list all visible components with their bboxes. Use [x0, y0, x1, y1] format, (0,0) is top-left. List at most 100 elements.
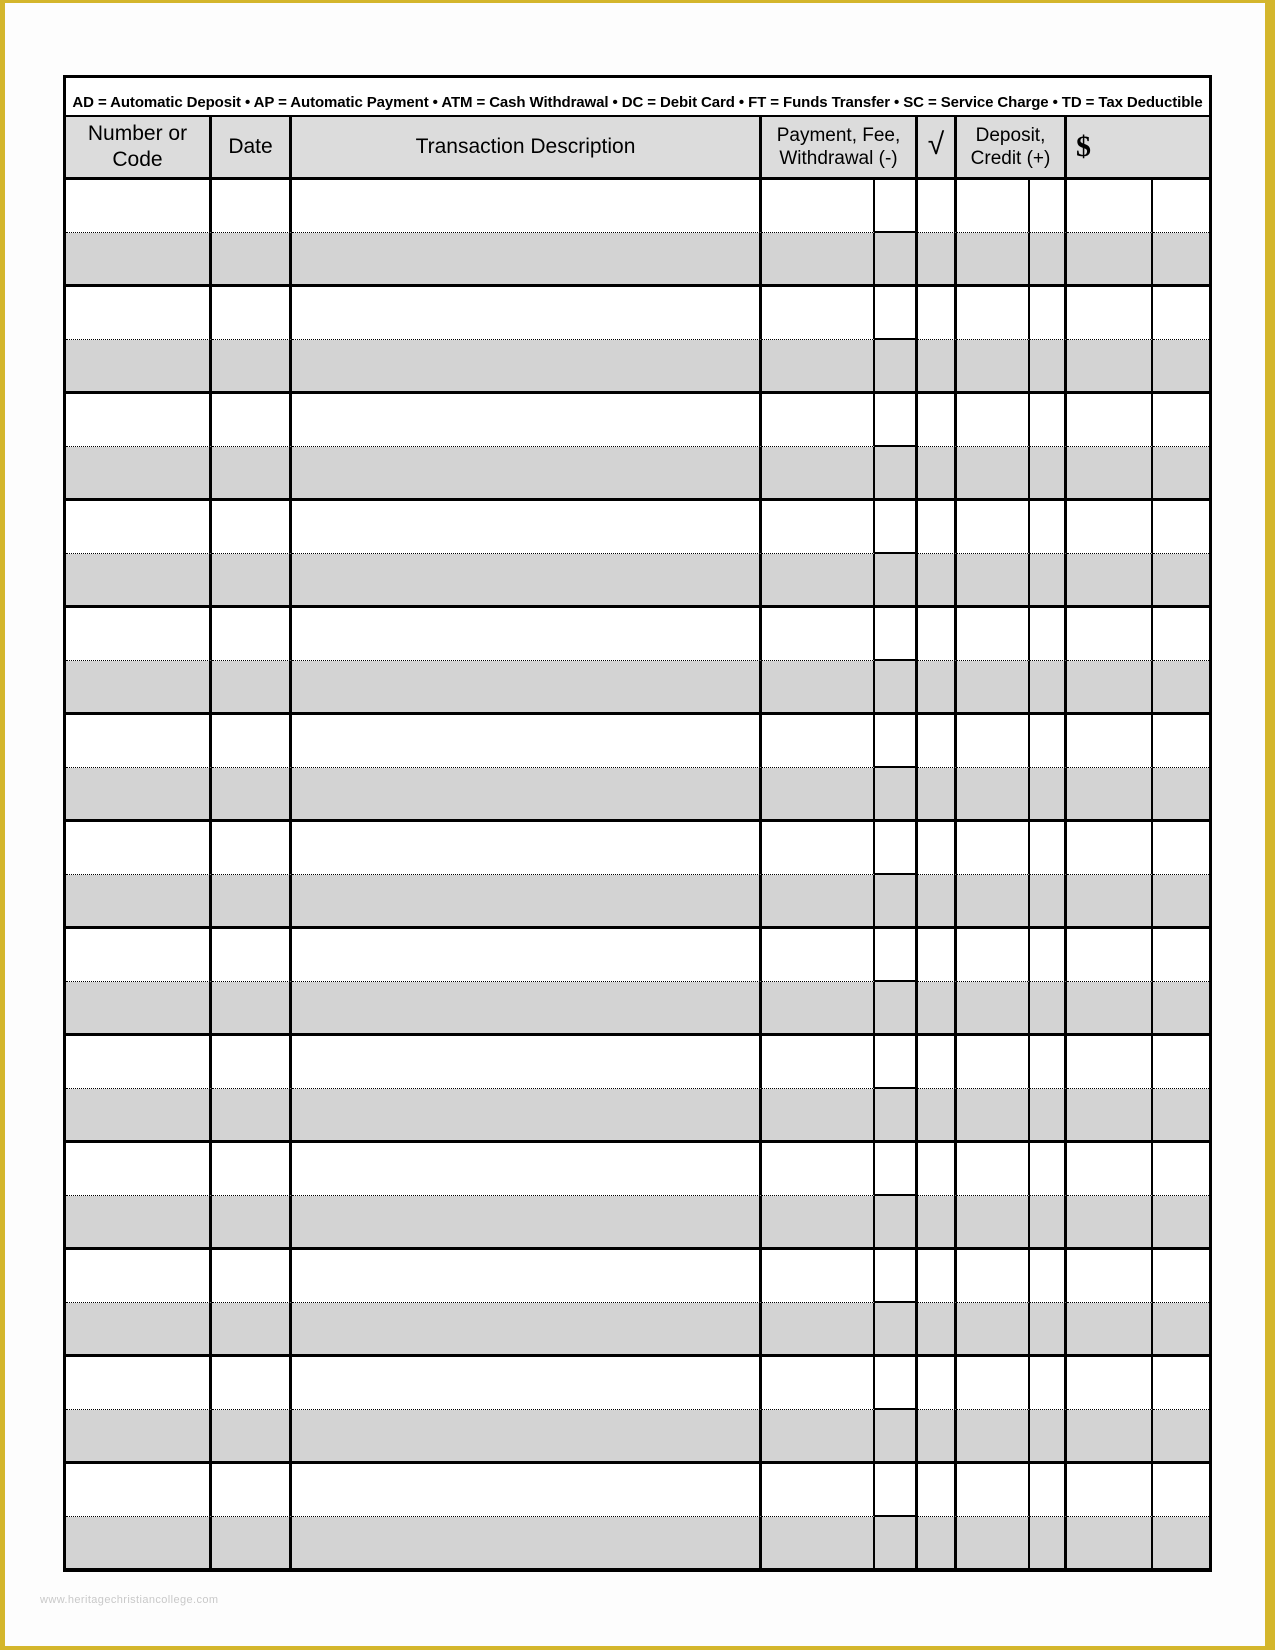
register-entry: [66, 929, 1209, 1036]
cell-payment-amount: [762, 447, 875, 498]
cell-check-mark: [918, 180, 957, 233]
cell-deposit-amount: [957, 447, 1030, 498]
entry-row-bottom: [66, 554, 1209, 605]
header-number-or-code: Number or Code: [66, 117, 212, 177]
cell-balance-amount: [1067, 1517, 1153, 1568]
cell-payment-amount: [762, 287, 875, 340]
cell-payment-cents: [875, 822, 918, 875]
register-table: AD = Automatic Deposit • AP = Automatic …: [63, 75, 1212, 1572]
cell-date: [212, 501, 292, 554]
cell-check-mark: [918, 1517, 957, 1568]
entry-row-bottom: [66, 661, 1209, 712]
cell-deposit-cents: [1030, 1089, 1067, 1140]
cell-transaction-description: [292, 501, 762, 554]
cell-deposit-cents: [1030, 1143, 1067, 1196]
cell-date: [212, 875, 292, 926]
cell-balance-amount: [1067, 501, 1153, 554]
cell-date: [212, 661, 292, 712]
cell-deposit-amount: [957, 1357, 1030, 1410]
entry-row-top: [66, 501, 1209, 554]
cell-payment-amount: [762, 1089, 875, 1140]
register-entry: [66, 287, 1209, 394]
cell-payment-cents: [875, 1250, 918, 1303]
cell-number-or-code: [66, 661, 212, 712]
cell-deposit-amount: [957, 287, 1030, 340]
cell-balance-cents: [1153, 1357, 1209, 1410]
watermark: www.heritagechristiancollege.com: [40, 1594, 219, 1606]
cell-payment-cents: [875, 180, 918, 233]
cell-transaction-description: [292, 233, 762, 284]
cell-payment-amount: [762, 554, 875, 605]
cell-payment-cents: [875, 287, 918, 340]
cell-balance-amount: [1067, 822, 1153, 875]
cell-payment-amount: [762, 1517, 875, 1568]
cell-balance-cents: [1153, 340, 1209, 391]
entry-row-bottom: [66, 1410, 1209, 1461]
cell-number-or-code: [66, 1036, 212, 1089]
cell-date: [212, 1303, 292, 1354]
entry-row-top: [66, 287, 1209, 340]
cell-balance-cents: [1153, 715, 1209, 768]
cell-balance-cents: [1153, 394, 1209, 447]
cell-deposit-cents: [1030, 447, 1067, 498]
cell-payment-amount: [762, 1464, 875, 1517]
cell-deposit-amount: [957, 1464, 1030, 1517]
cell-payment-amount: [762, 875, 875, 926]
cell-date: [212, 715, 292, 768]
cell-transaction-description: [292, 1143, 762, 1196]
cell-payment-amount: [762, 340, 875, 391]
cell-payment-amount: [762, 1250, 875, 1303]
cell-balance-amount: [1067, 715, 1153, 768]
cell-deposit-cents: [1030, 394, 1067, 447]
cell-balance-cents: [1153, 608, 1209, 661]
cell-transaction-description: [292, 1410, 762, 1461]
cell-balance-amount: [1067, 1143, 1153, 1196]
cell-deposit-cents: [1030, 1410, 1067, 1461]
cell-number-or-code: [66, 447, 212, 498]
cell-deposit-cents: [1030, 768, 1067, 819]
cell-payment-cents: [875, 233, 918, 284]
cell-balance-amount: [1067, 608, 1153, 661]
cell-check-mark: [918, 233, 957, 284]
cell-date: [212, 1089, 292, 1140]
cell-balance-cents: [1153, 982, 1209, 1033]
cell-balance-amount: [1067, 554, 1153, 605]
cell-date: [212, 1196, 292, 1247]
header-check-mark-icon: √: [918, 117, 957, 177]
cell-transaction-description: [292, 1303, 762, 1354]
cell-payment-cents: [875, 661, 918, 712]
header-date: Date: [212, 117, 292, 177]
entry-row-top: [66, 394, 1209, 447]
header-payment-fee-withdrawal: Payment, Fee, Withdrawal (-): [762, 117, 918, 177]
cell-deposit-cents: [1030, 608, 1067, 661]
entry-row-top: [66, 1250, 1209, 1303]
register-entry: [66, 394, 1209, 501]
cell-date: [212, 180, 292, 233]
entry-row-bottom: [66, 875, 1209, 926]
cell-check-mark: [918, 340, 957, 391]
cell-balance-cents: [1153, 929, 1209, 982]
cell-transaction-description: [292, 1036, 762, 1089]
cell-balance-amount: [1067, 1089, 1153, 1140]
cell-date: [212, 1143, 292, 1196]
cell-date: [212, 929, 292, 982]
cell-payment-cents: [875, 1143, 918, 1196]
cell-deposit-amount: [957, 501, 1030, 554]
cell-deposit-cents: [1030, 1303, 1067, 1354]
cell-transaction-description: [292, 1196, 762, 1247]
cell-deposit-amount: [957, 180, 1030, 233]
cell-balance-cents: [1153, 554, 1209, 605]
cell-balance-cents: [1153, 1464, 1209, 1517]
entry-row-bottom: [66, 982, 1209, 1033]
cell-balance-cents: [1153, 768, 1209, 819]
cell-deposit-amount: [957, 233, 1030, 284]
cell-deposit-cents: [1030, 180, 1067, 233]
register-entry: [66, 1036, 1209, 1143]
cell-balance-amount: [1067, 447, 1153, 498]
cell-balance-amount: [1067, 287, 1153, 340]
cell-check-mark: [918, 875, 957, 926]
register-entry: [66, 1250, 1209, 1357]
cell-deposit-cents: [1030, 501, 1067, 554]
register-entry: [66, 180, 1209, 287]
entry-row-bottom: [66, 1089, 1209, 1140]
